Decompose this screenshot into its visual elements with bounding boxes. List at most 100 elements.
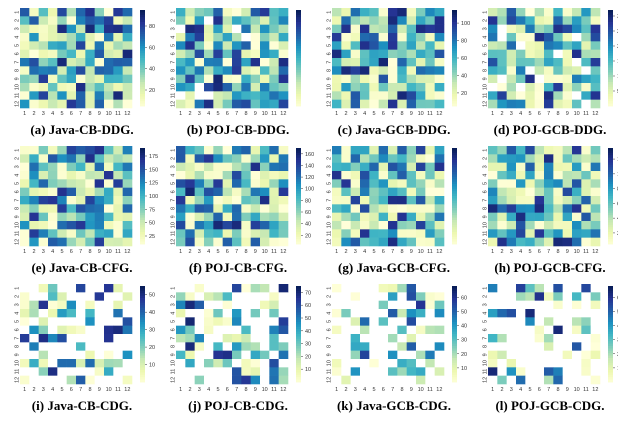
heatmap-cell — [590, 292, 601, 301]
heatmap-cell — [434, 74, 445, 84]
heatmap-cell — [29, 367, 39, 376]
heatmap-cell — [416, 375, 426, 385]
heatmap-cell — [66, 171, 77, 180]
colorbar-tick-label: 20 — [149, 345, 155, 351]
heatmap-cell — [20, 375, 30, 385]
heatmap-cell — [341, 300, 351, 310]
colorbar-segment — [296, 295, 301, 299]
colorbar-segment — [608, 341, 613, 344]
colorbar-segment — [296, 86, 301, 90]
heatmap-cell — [590, 325, 601, 335]
x-tick-label: 2 — [32, 249, 35, 255]
heatmap-cell — [516, 334, 526, 343]
heatmap-cell — [48, 41, 58, 50]
y-tick-label: 10 — [326, 84, 332, 90]
heatmap-cell — [360, 33, 370, 42]
colorbar-segment — [452, 341, 457, 344]
y-tick-label: 7 — [14, 61, 20, 64]
heatmap-cell — [406, 196, 417, 205]
colorbar-segment — [452, 324, 457, 328]
heatmap-cell — [204, 146, 214, 155]
x-tick-label: 9 — [410, 387, 413, 393]
heatmap-cell — [378, 16, 389, 25]
heatmap-cell — [341, 187, 351, 197]
heatmap-cell — [122, 325, 133, 335]
heatmap-cell — [544, 367, 554, 376]
colorbar-segment — [608, 174, 613, 178]
heatmap-cell — [241, 359, 251, 368]
x-tick-label: 6 — [382, 249, 385, 255]
heatmap-cell — [250, 83, 261, 92]
heatmap-cell — [388, 91, 398, 100]
colorbar-segment — [140, 232, 145, 235]
colorbar-tick-label: 160 — [305, 152, 314, 158]
heatmap-cell — [341, 292, 351, 301]
x-tick-label: 4 — [207, 249, 210, 255]
heatmap-cell — [241, 8, 251, 17]
heatmap-cell — [29, 317, 39, 326]
heatmap-cell — [76, 187, 86, 197]
heatmap-cell — [222, 179, 233, 188]
heatmap-cell — [66, 375, 77, 385]
heatmap-cell — [185, 221, 195, 230]
heatmap-cell — [94, 309, 105, 318]
heatmap-cell — [397, 154, 407, 163]
x-tick-label: 10 — [262, 387, 268, 393]
heatmap-cell — [378, 237, 389, 247]
heatmap-cell — [260, 83, 270, 92]
x-tick-label: 3 — [510, 387, 513, 393]
colorbar-segment — [140, 77, 145, 80]
heatmap-cell — [232, 162, 242, 172]
y-tick-label: 8 — [482, 69, 488, 72]
heatmap-cell — [232, 300, 242, 310]
heatmap-cell — [581, 350, 591, 360]
heatmap-cell — [260, 284, 270, 293]
x-tick-label: 12 — [280, 249, 286, 255]
heatmap-cell — [590, 146, 601, 155]
heatmap-cell — [204, 359, 214, 368]
colorbar-segment — [140, 198, 145, 202]
heatmap-cell — [269, 58, 279, 67]
heatmap-cell — [562, 162, 573, 172]
heatmap-cell — [553, 154, 563, 163]
heatmap-cell — [425, 162, 435, 172]
y-tick-label: 8 — [326, 207, 332, 210]
heatmap-cell — [488, 212, 498, 222]
heatmap-cell — [406, 154, 417, 163]
heatmap-cell — [497, 292, 507, 301]
heatmap-cell — [48, 350, 58, 360]
x-tick-label: 12 — [280, 111, 286, 117]
x-tick-label: 9 — [98, 249, 101, 255]
heatmap-cell — [525, 229, 535, 238]
colorbar-segment — [140, 24, 145, 28]
colorbar-segment — [140, 288, 145, 292]
heatmap-cell — [590, 221, 601, 230]
heatmap-cell — [434, 317, 445, 326]
heatmap-cell — [425, 284, 435, 293]
heatmap-cell — [572, 41, 582, 50]
colorbar-segment — [296, 162, 301, 166]
x-tick-label: 7 — [547, 111, 550, 117]
colorbar-tick-label: 25 — [149, 234, 155, 240]
heatmap-cell — [369, 300, 379, 310]
heatmap-cell — [516, 375, 526, 385]
colorbar-segment — [296, 152, 301, 156]
heatmap-cell — [278, 146, 289, 155]
colorbar-segment — [296, 174, 301, 178]
heatmap-cell — [378, 171, 389, 180]
heatmap-cell — [57, 204, 67, 213]
heatmap-cell — [194, 367, 205, 376]
heatmap-cell — [341, 162, 351, 172]
heatmap-cell — [38, 16, 49, 25]
heatmap-cell — [397, 162, 407, 172]
x-tick-label: 9 — [254, 111, 257, 117]
colorbar-segment — [452, 326, 457, 330]
heatmap-cell — [29, 58, 39, 67]
x-tick-label: 7 — [391, 387, 394, 393]
x-tick-label: 3 — [198, 387, 201, 393]
y-tick-label: 10 — [326, 222, 332, 228]
heatmap-cell — [572, 83, 582, 92]
colorbar-segment — [140, 148, 145, 151]
heatmap-cell — [425, 334, 435, 343]
colorbar-segment — [608, 101, 613, 104]
